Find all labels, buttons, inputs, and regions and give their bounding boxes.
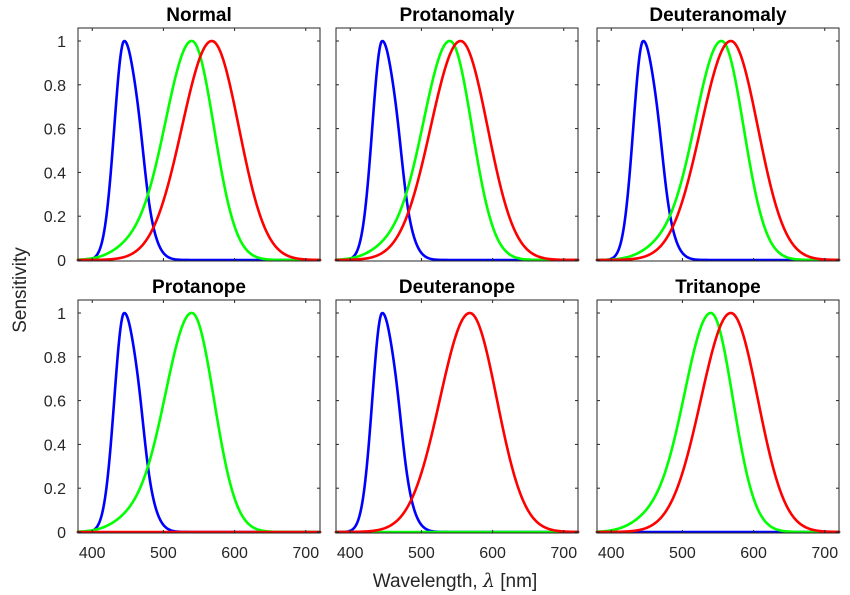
series-line: [334, 39, 580, 262]
panel-title: Tritanope: [675, 277, 761, 298]
series-line: [595, 39, 841, 262]
x-tick-label: 600: [479, 545, 506, 562]
plot-frame: [77, 27, 321, 262]
y-tick-label: 0.2: [44, 481, 66, 498]
y-tick-label: 1: [57, 306, 66, 323]
x-tick-label: 600: [740, 545, 767, 562]
y-tick-label: 0.8: [44, 350, 66, 367]
plot-frame: [596, 27, 840, 262]
chart-panel: Protanomaly: [334, 5, 580, 262]
plot-frame: [335, 27, 579, 262]
x-tick-label: 500: [150, 545, 177, 562]
y-tick-label: 1: [57, 34, 66, 51]
series-line: [595, 311, 841, 534]
x-tick-label: 400: [79, 545, 106, 562]
x-tick-label: 700: [292, 545, 319, 562]
plot-frame: [77, 299, 321, 534]
chart-panel: Deuteranomaly: [595, 5, 841, 262]
x-tick-label: 700: [811, 545, 838, 562]
chart-panel: Tritanope 400 500 600 700: [595, 277, 841, 562]
y-tick-label: 0.4: [44, 165, 66, 182]
y-tick-label: 0.8: [44, 78, 66, 95]
y-axis-label: Sensitivity: [10, 247, 31, 333]
x-tick-label: 600: [221, 545, 248, 562]
chart-panel: Normal 0 0.2 0.4 0.6 0.8 1: [44, 5, 322, 270]
series-line: [76, 39, 322, 262]
chart-panel: Protanope 0 0.2 0.4 0.6 0.8 1 400 500 600 700: [44, 277, 322, 562]
series-line: [334, 39, 580, 262]
x-tick-label: 700: [550, 545, 577, 562]
series-line: [334, 311, 580, 534]
x-axis-label-prefix: Wavelength,: [373, 571, 483, 592]
series-line: [76, 311, 322, 534]
series-line: [76, 39, 322, 262]
series-line: [334, 39, 580, 262]
plot-frame: [596, 299, 840, 534]
x-axis-label: Wavelength, λ [nm]: [373, 570, 537, 592]
panel-title: Deuteranomaly: [649, 5, 787, 26]
series-line: [595, 39, 841, 262]
series-line: [76, 311, 322, 534]
y-tick-label: 0.2: [44, 209, 66, 226]
x-tick-label: 400: [337, 545, 364, 562]
y-tick-label: 0: [57, 525, 66, 542]
y-tick-label: 0: [57, 253, 66, 270]
y-tick-label: 0.6: [44, 122, 66, 139]
plot-frame: [335, 299, 579, 534]
series-line: [76, 39, 322, 262]
series-line: [595, 39, 841, 262]
x-axis-label-symbol: λ: [482, 570, 495, 592]
x-tick-label: 400: [598, 545, 625, 562]
chart-panel: Deuteranope 400 500 600 700: [334, 277, 580, 562]
series-line: [334, 311, 580, 534]
panel-title: Deuteranope: [399, 277, 515, 298]
panel-title: Protanope: [152, 277, 246, 298]
x-axis-label-suffix: [nm]: [495, 571, 537, 592]
x-tick-label: 500: [669, 545, 696, 562]
series-line: [595, 311, 841, 534]
x-tick-label: 500: [408, 545, 435, 562]
panel-title: Normal: [166, 5, 231, 26]
y-tick-label: 0.6: [44, 394, 66, 411]
panel-title: Protanomaly: [399, 5, 515, 26]
y-tick-label: 0.4: [44, 437, 66, 454]
